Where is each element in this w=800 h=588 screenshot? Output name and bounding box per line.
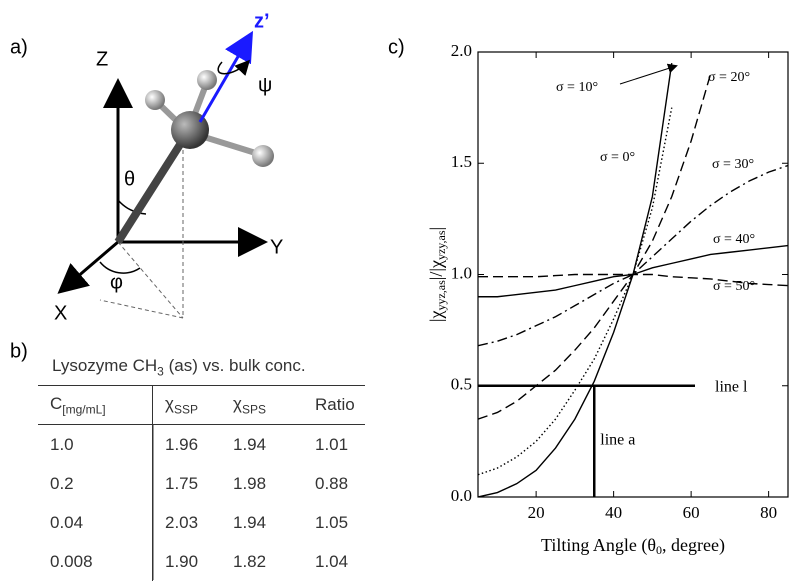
series-label: σ = 50° — [713, 279, 755, 294]
table-row: 0.04 2.03 1.94 1.05 — [38, 503, 365, 542]
hydrogen — [252, 145, 274, 167]
axis-label: Z — [96, 48, 108, 70]
header-sub: [mg/mL] — [62, 402, 106, 417]
panel-label: b) — [10, 340, 28, 362]
header-cell: χSPS — [221, 385, 303, 425]
label-sub: 0 — [656, 543, 662, 557]
molecule-diagram: a) Z Y X z’ θ φ ψ — [10, 10, 283, 324]
panel-label: c) — [388, 36, 405, 58]
label-text: | — [426, 227, 446, 231]
header-cell: Ratio — [303, 385, 365, 425]
title-text: (as) vs. bulk conc. — [168, 356, 306, 375]
axis-label: Y — [270, 236, 283, 258]
table-cell: 1.98 — [233, 473, 267, 493]
x-tick-label: 80 — [760, 503, 777, 522]
label-text: Tilting Angle (θ — [541, 535, 656, 556]
table-cell: 1.90 — [165, 551, 199, 571]
label-text: |χ — [426, 311, 446, 323]
x-axis-title: Tilting Angle (θ0, degree) — [541, 535, 725, 557]
header-text: Ratio — [315, 395, 355, 414]
x-tick-label: 60 — [683, 503, 700, 522]
series-line — [478, 107, 673, 476]
table-cell: 1.0 — [38, 424, 153, 464]
title-text: Lysozyme CH — [52, 356, 158, 375]
phi-arc — [99, 261, 141, 274]
label-sub: yyz,as — [434, 280, 448, 311]
header-text: χ — [165, 393, 174, 413]
angle-label: ψ — [258, 74, 272, 96]
header-text: C — [50, 393, 63, 413]
series-label: σ = 20° — [708, 70, 750, 85]
table-cell: 1.04 — [315, 551, 349, 571]
hydrogen — [145, 90, 165, 110]
series-label: σ = 30° — [712, 157, 754, 172]
table-cell: 1.05 — [315, 512, 349, 532]
y-tick-label: 0.5 — [451, 375, 472, 394]
hydrogen — [197, 70, 217, 90]
z-prime-axis — [198, 30, 254, 123]
y-tick-label: 1.0 — [451, 263, 472, 282]
label-text: , degree) — [662, 535, 725, 556]
x-axis — [57, 240, 119, 294]
table-title: Lysozyme CH3 (as) vs. bulk conc. — [52, 356, 306, 378]
header-cell: C[mg/mL] — [38, 385, 153, 425]
bond — [114, 129, 192, 245]
table-cell: 1.82 — [233, 551, 267, 571]
table-cell: 1.94 — [233, 434, 267, 454]
angle-label: θ — [124, 168, 135, 190]
reference-label: line l — [715, 378, 748, 395]
panel-label: a) — [10, 36, 28, 58]
y-tick-label: 0.0 — [451, 486, 472, 505]
header-sub: SPS — [241, 402, 266, 417]
y-tick-label: 1.5 — [451, 152, 472, 171]
reference-label: line a — [600, 431, 635, 448]
header-text: χ — [233, 393, 242, 413]
series-line — [478, 164, 788, 347]
table-row: 0.008 1.90 1.82 1.04 — [38, 542, 365, 581]
table-cell: 1.94 — [233, 512, 267, 532]
title-sub: 3 — [157, 364, 164, 379]
table-cell: 0.008 — [38, 542, 153, 581]
projection — [99, 150, 184, 319]
label-text: |/|χ — [426, 260, 446, 280]
table-cell: 1.96 — [165, 434, 199, 454]
table-cell: 0.2 — [38, 464, 153, 503]
table-cell: 2.03 — [165, 512, 199, 532]
label-arrow — [619, 63, 678, 85]
header-cell: χSSP — [152, 385, 221, 425]
psi-arrow — [217, 59, 251, 76]
header-row: C[mg/mL] χSSP χSPS Ratio — [38, 385, 365, 425]
table-cell: 1.01 — [315, 434, 349, 454]
data-table: C[mg/mL] χSSP χSPS Ratio 1.0 1.96 1.94 1.01 0.2 1… — [38, 385, 365, 581]
series-line — [478, 74, 712, 420]
table-cell: 0.04 — [38, 503, 153, 542]
header-sub: SSP — [173, 402, 198, 417]
table-cell: 1.75 — [165, 473, 199, 493]
y-tick-label: 2.0 — [451, 41, 472, 60]
x-tick-label: 20 — [528, 503, 545, 522]
label-sub: yzy,as — [434, 230, 448, 260]
series-label: σ = 40° — [713, 232, 755, 247]
table-row: 0.2 1.75 1.98 0.88 — [38, 464, 365, 503]
plot-lines — [478, 63, 788, 497]
series-label: σ = 10° — [556, 80, 598, 95]
x-tick-label: 40 — [605, 503, 622, 522]
series-label: σ = 0° — [600, 150, 635, 165]
y-axis-title: |χyyz,as|/|χyzy,as| — [426, 227, 448, 322]
table-cell: 0.88 — [315, 473, 349, 493]
series-line — [478, 63, 673, 497]
theta-arc — [117, 199, 147, 215]
angle-label: φ — [110, 271, 123, 293]
axis-label: z’ — [254, 10, 270, 32]
axis-label: X — [54, 302, 67, 324]
series-line — [478, 273, 788, 287]
table-row: 1.0 1.96 1.94 1.01 — [38, 424, 365, 464]
